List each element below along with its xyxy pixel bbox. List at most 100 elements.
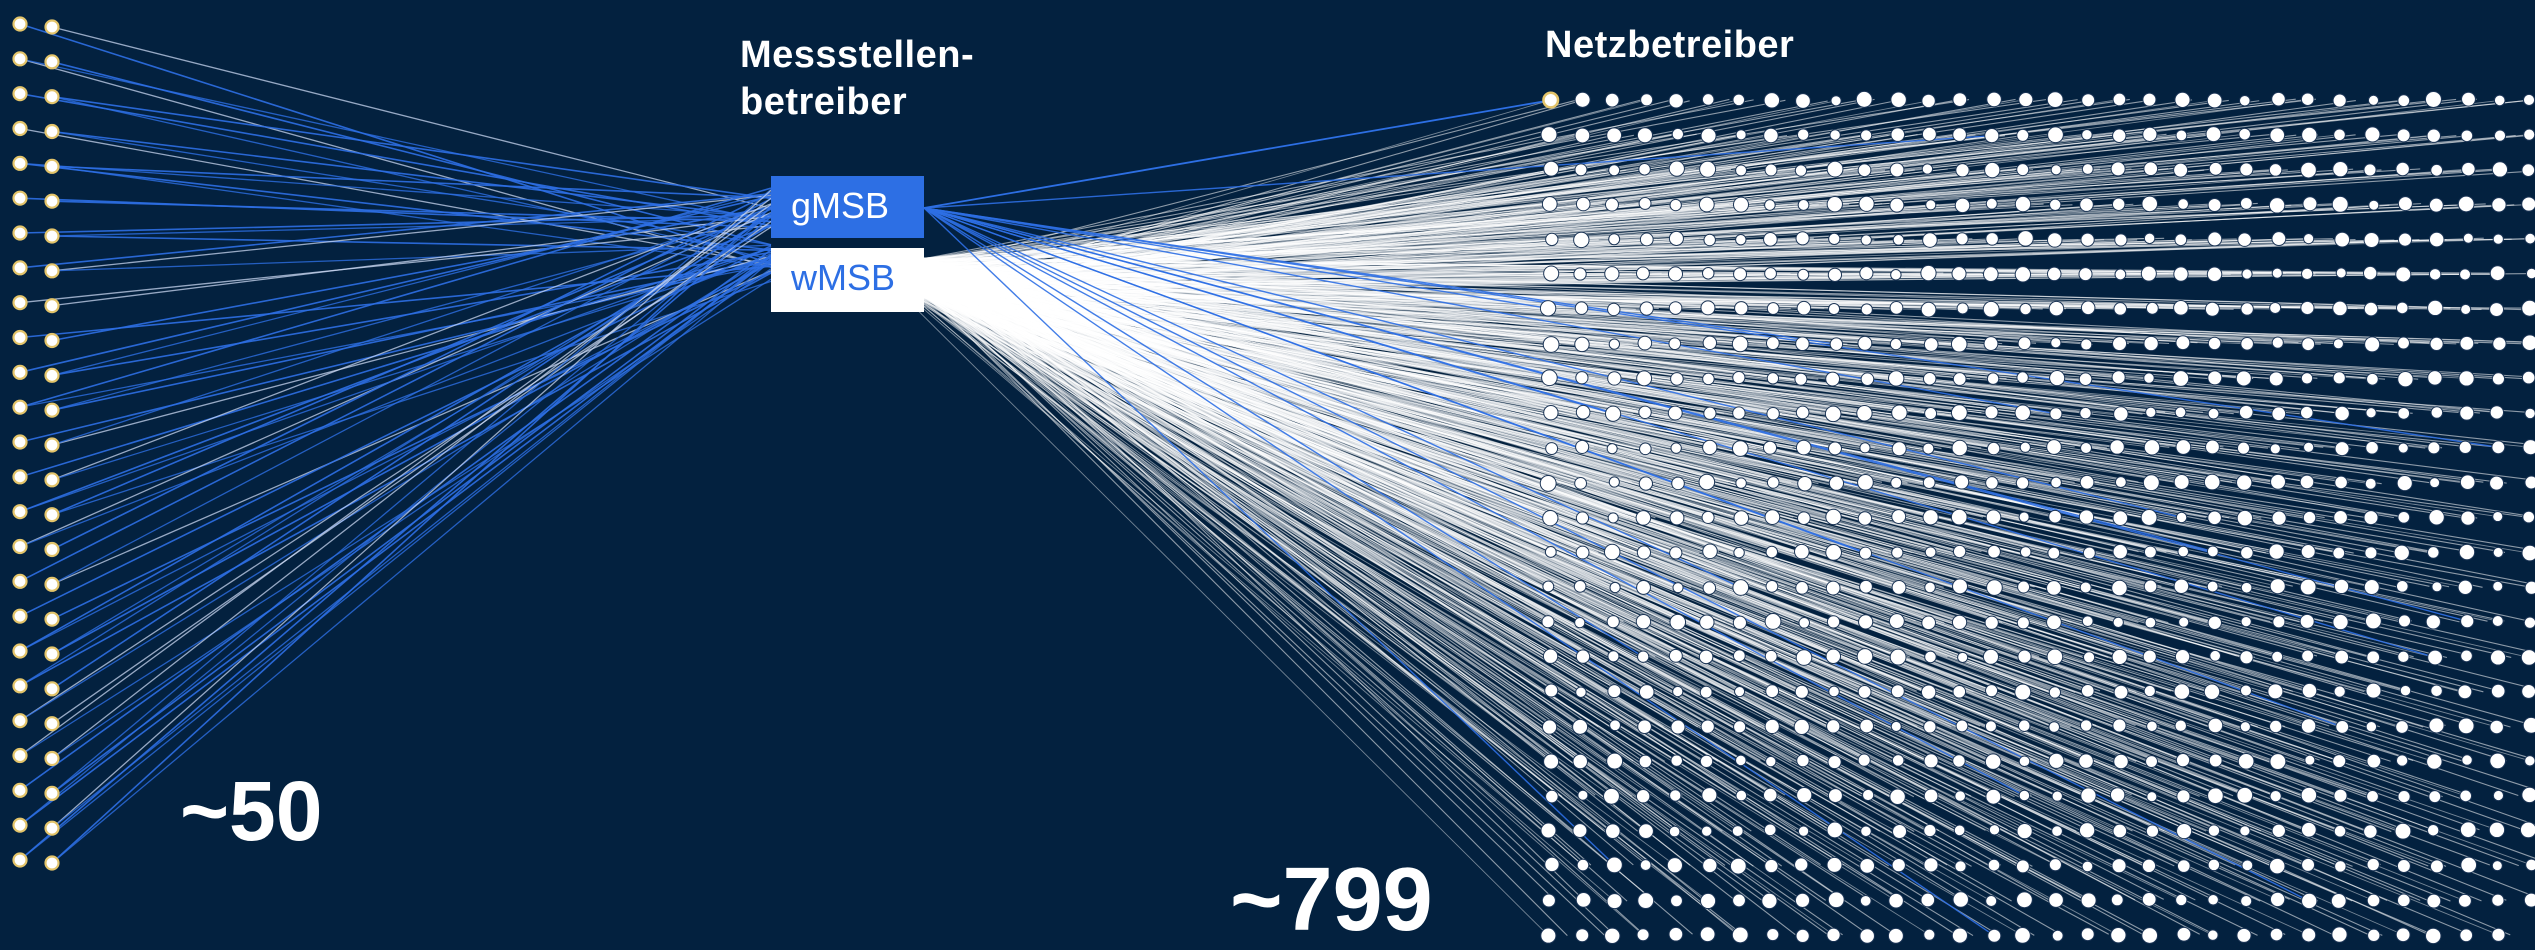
nb-node: [2395, 301, 2409, 315]
msb-node: [12, 190, 28, 206]
nb-edge: [923, 265, 2535, 518]
nb-edge: [914, 287, 2531, 448]
nb-node: [1954, 197, 1971, 214]
nb-node: [2143, 684, 2156, 698]
nb-node: [2271, 510, 2287, 526]
nb-node: [2397, 336, 2410, 350]
nb-node: [1670, 719, 1686, 735]
nb-node: [1826, 160, 1844, 178]
msb-edge: [51, 261, 772, 655]
nb-node: [1827, 788, 1843, 804]
nb-node: [1829, 337, 1844, 351]
nb-node: [1574, 617, 1586, 629]
nb-node: [1575, 892, 1592, 908]
nb-node: [1698, 196, 1715, 213]
nb-node: [1731, 926, 1749, 944]
nb-node: [2489, 475, 2505, 491]
msb-node: [12, 643, 28, 659]
nb-node: [1954, 474, 1970, 490]
msb-node: [44, 855, 60, 871]
nb-node: [1573, 580, 1587, 593]
nb-node: [2459, 268, 2472, 281]
nb-node: [2080, 338, 2093, 351]
nb-node: [2365, 440, 2379, 455]
msb-edge: [19, 187, 772, 408]
nb-edge: [923, 257, 2535, 826]
nb-node: [1543, 160, 1560, 177]
nb-node: [1635, 266, 1650, 281]
nb-node: [2458, 440, 2472, 454]
nb-edge: [923, 270, 2407, 309]
nb-node: [2203, 683, 2221, 700]
msb-edge: [51, 235, 772, 252]
nb-node: [2333, 824, 2347, 838]
nb-node: [2299, 474, 2315, 490]
nb-node: [1794, 372, 1808, 386]
nb-node: [2429, 336, 2444, 351]
nb-edge: [923, 264, 2414, 658]
nb-node: [1766, 927, 1780, 942]
nb-node: [2078, 509, 2095, 525]
nb-node: [1636, 545, 1652, 560]
nb-node: [2303, 233, 2315, 245]
nb-node: [1732, 893, 1746, 908]
nb-node: [1572, 753, 1588, 770]
nb-node: [1825, 371, 1841, 387]
nb-node: [1858, 546, 1873, 560]
nb-node: [1701, 787, 1718, 804]
nb-node: [1923, 788, 1939, 804]
nb-node: [1699, 926, 1716, 943]
nb-edge: [894, 287, 1549, 936]
msb-node: [44, 472, 60, 488]
nb-node: [2335, 719, 2350, 734]
nb-node: [2175, 893, 2188, 907]
nb-node: [2110, 161, 2126, 177]
nb-node: [1762, 787, 1778, 803]
nb-node: [1638, 684, 1655, 700]
nb-node: [2521, 370, 2535, 385]
nb-node: [1984, 128, 2000, 144]
nb-node: [2524, 232, 2535, 245]
msb-heading-line1: Messstellen-: [740, 34, 975, 76]
nb-node: [1859, 579, 1873, 594]
nb-edge: [923, 168, 2132, 267]
nb-node: [2174, 648, 2191, 665]
nb-node: [1923, 928, 1936, 941]
nb-edge: [928, 287, 2532, 866]
msb-node: [12, 608, 28, 624]
nb-node: [2048, 509, 2062, 524]
nb-node: [1700, 127, 1717, 144]
nb-node: [1984, 615, 1999, 630]
nb-node: [2521, 196, 2535, 212]
nb-edge: [923, 272, 2511, 936]
nb-node: [2141, 927, 2159, 944]
nb-node: [1543, 405, 1559, 421]
nb-node: [2080, 892, 2097, 909]
nb-node: [1669, 510, 1685, 526]
nb-node: [2236, 927, 2252, 943]
nb-node: [1703, 406, 1717, 420]
msb-node: [12, 538, 28, 555]
nb-node: [2047, 232, 2063, 248]
nb-node: [2270, 473, 2286, 490]
nb-node: [2331, 195, 2349, 213]
nb-node: [2301, 649, 2315, 663]
nb-node: [1735, 129, 1747, 141]
nb-node: [1636, 370, 1653, 387]
nb-node: [1859, 718, 1875, 734]
nb-node: [2426, 893, 2442, 909]
nb-node: [2080, 787, 2097, 804]
nb-node: [1604, 266, 1620, 282]
nb-node: [1859, 266, 1874, 281]
nb-node: [1671, 127, 1685, 141]
nb-node: [1922, 232, 1938, 248]
nb-node: [1640, 93, 1654, 107]
nb-node: [1952, 754, 1966, 768]
msb-node: [12, 399, 28, 415]
nb-node: [2300, 821, 2317, 838]
msb-edge: [19, 256, 772, 861]
msb-edge: [19, 23, 772, 265]
msb-edge: [51, 130, 772, 219]
nb-node: [2364, 336, 2381, 353]
nb-node: [1891, 546, 1904, 559]
